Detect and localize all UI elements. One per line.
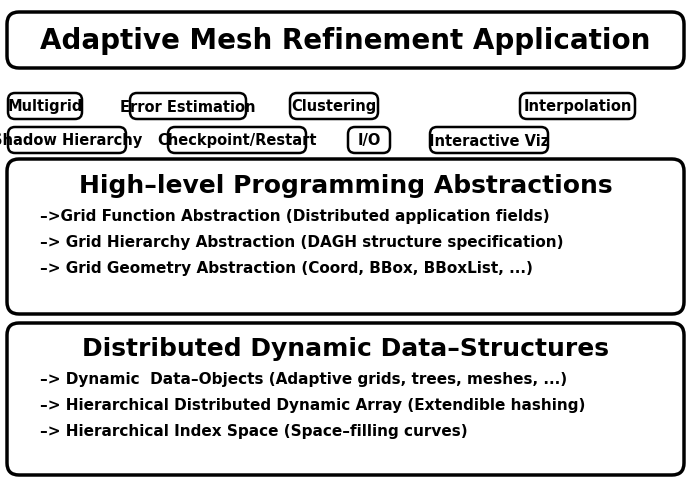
Text: –> Dynamic  Data–Objects (Adaptive grids, trees, meshes, ...): –> Dynamic Data–Objects (Adaptive grids,… <box>40 372 567 387</box>
FancyBboxPatch shape <box>7 324 684 475</box>
Text: –> Hierarchical Index Space (Space–filling curves): –> Hierarchical Index Space (Space–filli… <box>40 424 468 439</box>
FancyBboxPatch shape <box>168 128 306 154</box>
Text: Interpolation: Interpolation <box>523 99 632 114</box>
Text: Interactive Viz: Interactive Viz <box>429 133 549 148</box>
Text: Error Estimation: Error Estimation <box>120 99 256 114</box>
FancyBboxPatch shape <box>7 13 684 69</box>
Text: Multigrid: Multigrid <box>8 99 83 114</box>
Text: –> Grid Geometry Abstraction (Coord, BBox, BBoxList, ...): –> Grid Geometry Abstraction (Coord, BBo… <box>40 261 533 276</box>
FancyBboxPatch shape <box>290 94 378 120</box>
FancyBboxPatch shape <box>8 128 126 154</box>
Text: Shadow Hierarchy: Shadow Hierarchy <box>0 133 142 148</box>
Text: I/O: I/O <box>357 133 381 148</box>
FancyBboxPatch shape <box>7 160 684 314</box>
FancyBboxPatch shape <box>430 128 548 154</box>
Text: Distributed Dynamic Data–Structures: Distributed Dynamic Data–Structures <box>82 336 609 360</box>
Text: –>Grid Function Abstraction (Distributed application fields): –>Grid Function Abstraction (Distributed… <box>40 209 549 224</box>
Text: –> Grid Hierarchy Abstraction (DAGH structure specification): –> Grid Hierarchy Abstraction (DAGH stru… <box>40 235 563 250</box>
FancyBboxPatch shape <box>8 94 82 120</box>
Text: Checkpoint/Restart: Checkpoint/Restart <box>158 133 316 148</box>
Text: High–level Programming Abstractions: High–level Programming Abstractions <box>79 174 612 198</box>
Text: Clustering: Clustering <box>292 99 377 114</box>
FancyBboxPatch shape <box>130 94 246 120</box>
Text: –> Hierarchical Distributed Dynamic Array (Extendible hashing): –> Hierarchical Distributed Dynamic Arra… <box>40 397 585 413</box>
FancyBboxPatch shape <box>520 94 635 120</box>
FancyBboxPatch shape <box>348 128 390 154</box>
Text: Adaptive Mesh Refinement Application: Adaptive Mesh Refinement Application <box>40 27 651 55</box>
